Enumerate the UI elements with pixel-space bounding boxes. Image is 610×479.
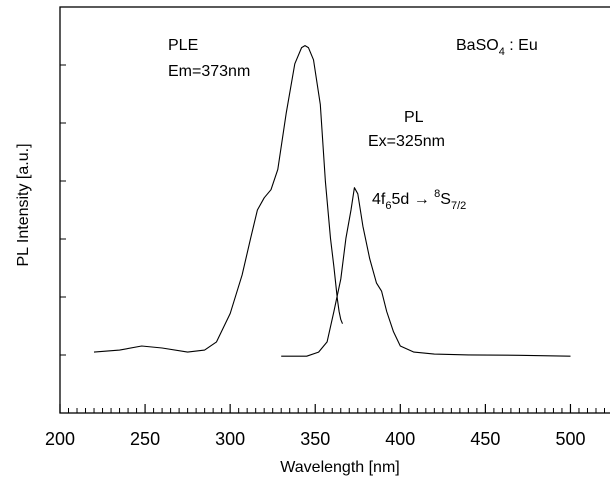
x-tick-label: 400 bbox=[385, 429, 415, 449]
transition-sub6: 6 bbox=[385, 200, 391, 212]
transition-5d: 5d bbox=[391, 191, 409, 208]
x-tick-label: 450 bbox=[470, 429, 500, 449]
ple-em-label: Em=373nm bbox=[168, 63, 250, 80]
series-line-ple bbox=[93, 45, 344, 353]
y-axis-label: PL Intensity [a.u.] bbox=[15, 143, 32, 266]
plot-frame bbox=[59, 6, 610, 414]
series-line-pl bbox=[281, 187, 571, 357]
x-tick-label: 200 bbox=[45, 429, 75, 449]
compound-rest: : Eu bbox=[505, 37, 538, 54]
compound-sub: 4 bbox=[499, 46, 505, 58]
transition-label: 4f65d → 8S7/2 bbox=[372, 188, 466, 212]
transition-sup8: 8 bbox=[434, 188, 440, 200]
ple-label: PLE bbox=[168, 37, 198, 54]
compound-label: BaSO4 : Eu bbox=[456, 37, 538, 58]
transition-sub72: 7/2 bbox=[451, 200, 466, 212]
x-tick-label: 300 bbox=[215, 429, 245, 449]
transition-arrow: → bbox=[409, 191, 434, 208]
series-layer bbox=[93, 45, 571, 357]
pl-label: PL bbox=[404, 109, 424, 126]
x-axis-label: Wavelength [nm] bbox=[280, 459, 399, 476]
pl-ex-label: Ex=325nm bbox=[368, 133, 445, 150]
transition-4f: 4f bbox=[372, 191, 386, 208]
y-axis-ticks bbox=[60, 64, 66, 356]
x-tick-label: 500 bbox=[555, 429, 585, 449]
transition-S: S bbox=[440, 191, 451, 208]
x-axis-ticks: 200 250 300 350 400 450 500 bbox=[45, 404, 605, 449]
x-tick-label: 250 bbox=[130, 429, 160, 449]
x-tick-label: 350 bbox=[300, 429, 330, 449]
compound-main: BaSO bbox=[456, 37, 499, 54]
